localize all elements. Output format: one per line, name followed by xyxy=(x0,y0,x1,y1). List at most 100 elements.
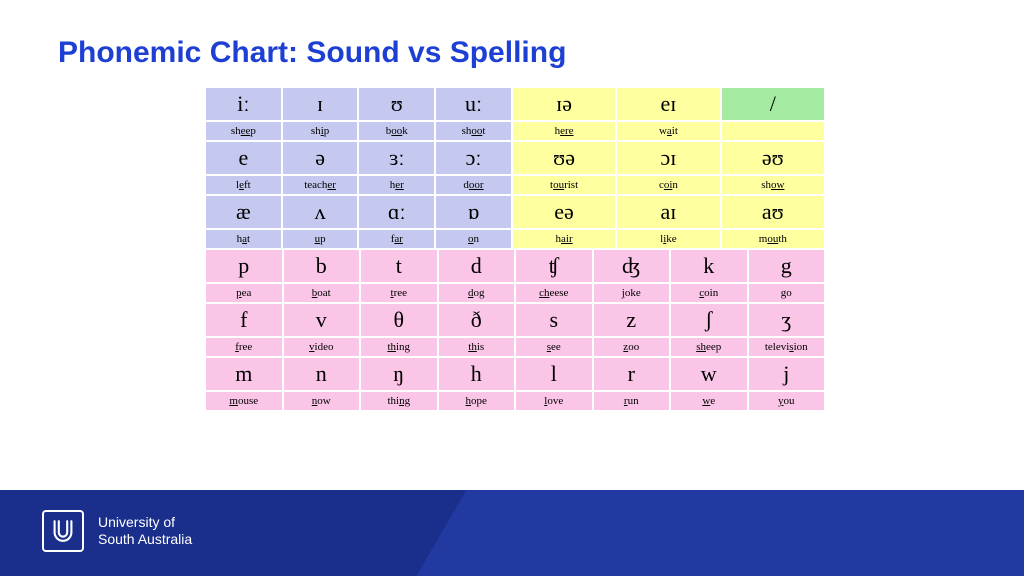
symbol-cell: n xyxy=(284,358,360,390)
symbol-cell: ɑː xyxy=(359,196,434,228)
word-cell: zoo xyxy=(594,338,670,356)
word-cell: like xyxy=(617,230,719,248)
symbol-cell: j xyxy=(749,358,825,390)
symbol-cell: ə xyxy=(283,142,358,174)
symbol-cell: ʃ xyxy=(671,304,747,336)
symbol-cell: ɪə xyxy=(513,88,615,120)
symbol-cell: k xyxy=(671,250,747,282)
word-cell: hope xyxy=(439,392,515,410)
symbol-cell: ʊ xyxy=(359,88,434,120)
symbol-cell: t xyxy=(361,250,437,282)
word-cell: now xyxy=(284,392,360,410)
symbol-cell: æ xyxy=(206,196,281,228)
symbol-cell: ð xyxy=(439,304,515,336)
word-cell: see xyxy=(516,338,592,356)
word-cell: go xyxy=(749,284,825,302)
word-cell: video xyxy=(284,338,360,356)
symbol-cell: g xyxy=(749,250,825,282)
symbol-cell: eə xyxy=(513,196,615,228)
word-cell: boat xyxy=(284,284,360,302)
symbol-cell: ɔɪ xyxy=(617,142,719,174)
symbol-cell: f xyxy=(206,304,282,336)
word-cell: book xyxy=(359,122,434,140)
symbol-cell: aɪ xyxy=(617,196,719,228)
word-cell: joke xyxy=(594,284,670,302)
brand: University of South Australia xyxy=(42,510,192,552)
symbol-cell: ʤ xyxy=(594,250,670,282)
symbol-cell: s xyxy=(516,304,592,336)
symbol-cell: d xyxy=(439,250,515,282)
word-cell: thing xyxy=(361,338,437,356)
symbol-cell: ʌ xyxy=(283,196,358,228)
word-cell: show xyxy=(722,176,824,194)
word-cell: coin xyxy=(617,176,719,194)
symbol-cell: θ xyxy=(361,304,437,336)
symbol-cell: ʧ xyxy=(516,250,592,282)
symbol-cell: aʊ xyxy=(722,196,824,228)
footer-bar: University of South Australia xyxy=(0,490,1024,576)
word-cell: tree xyxy=(361,284,437,302)
symbol-cell: eɪ xyxy=(617,88,719,120)
word-cell: up xyxy=(283,230,358,248)
symbol-cell: ɒ xyxy=(436,196,511,228)
word-cell: sheep xyxy=(206,122,281,140)
page-title: Phonemic Chart: Sound vs Spelling xyxy=(58,36,566,70)
word-cell: sheep xyxy=(671,338,747,356)
symbol-cell: ɔː xyxy=(436,142,511,174)
word-cell: here xyxy=(513,122,615,140)
word-cell: mouth xyxy=(722,230,824,248)
symbol-cell: m xyxy=(206,358,282,390)
vowels-section: iːɪʊuːɪəeɪ/sheepshipbookshootherewaiteəɜ… xyxy=(206,88,824,248)
word-cell: love xyxy=(516,392,592,410)
word-cell: this xyxy=(439,338,515,356)
brand-line-2: South Australia xyxy=(98,531,192,549)
word-cell: ship xyxy=(283,122,358,140)
word-cell xyxy=(722,122,824,140)
symbol-cell: ɪ xyxy=(283,88,358,120)
word-cell: pea xyxy=(206,284,282,302)
word-cell: mouse xyxy=(206,392,282,410)
word-cell: her xyxy=(359,176,434,194)
word-cell: free xyxy=(206,338,282,356)
word-cell: cheese xyxy=(516,284,592,302)
symbol-cell: h xyxy=(439,358,515,390)
word-cell: on xyxy=(436,230,511,248)
symbol-cell: əʊ xyxy=(722,142,824,174)
symbol-cell: l xyxy=(516,358,592,390)
symbol-cell: uː xyxy=(436,88,511,120)
brand-line-1: University of xyxy=(98,514,192,532)
symbol-cell: b xyxy=(284,250,360,282)
word-cell: coin xyxy=(671,284,747,302)
symbol-cell: / xyxy=(722,88,824,120)
consonants-section: pbtdʧʤkg peaboattreedogcheesejokecoingo fv… xyxy=(206,250,824,410)
word-cell: you xyxy=(749,392,825,410)
symbol-cell: iː xyxy=(206,88,281,120)
word-cell: television xyxy=(749,338,825,356)
word-cell: tourist xyxy=(513,176,615,194)
brand-text: University of South Australia xyxy=(98,514,192,549)
word-cell: left xyxy=(206,176,281,194)
symbol-cell: v xyxy=(284,304,360,336)
word-cell: wait xyxy=(617,122,719,140)
word-cell: far xyxy=(359,230,434,248)
symbol-cell: ʊə xyxy=(513,142,615,174)
word-cell: hat xyxy=(206,230,281,248)
symbol-cell: p xyxy=(206,250,282,282)
university-logo-icon xyxy=(42,510,84,552)
word-cell: thing xyxy=(361,392,437,410)
word-cell: door xyxy=(436,176,511,194)
symbol-cell: ŋ xyxy=(361,358,437,390)
word-cell: hair xyxy=(513,230,615,248)
symbol-cell: ʒ xyxy=(749,304,825,336)
symbol-cell: r xyxy=(594,358,670,390)
symbol-cell: e xyxy=(206,142,281,174)
word-cell: run xyxy=(594,392,670,410)
symbol-cell: ɜː xyxy=(359,142,434,174)
phonemic-chart: iːɪʊuːɪəeɪ/sheepshipbookshootherewaiteəɜ… xyxy=(206,88,824,412)
symbol-cell: w xyxy=(671,358,747,390)
word-cell: we xyxy=(671,392,747,410)
word-cell: teacher xyxy=(283,176,358,194)
word-cell: dog xyxy=(439,284,515,302)
word-cell: shoot xyxy=(436,122,511,140)
symbol-cell: z xyxy=(594,304,670,336)
